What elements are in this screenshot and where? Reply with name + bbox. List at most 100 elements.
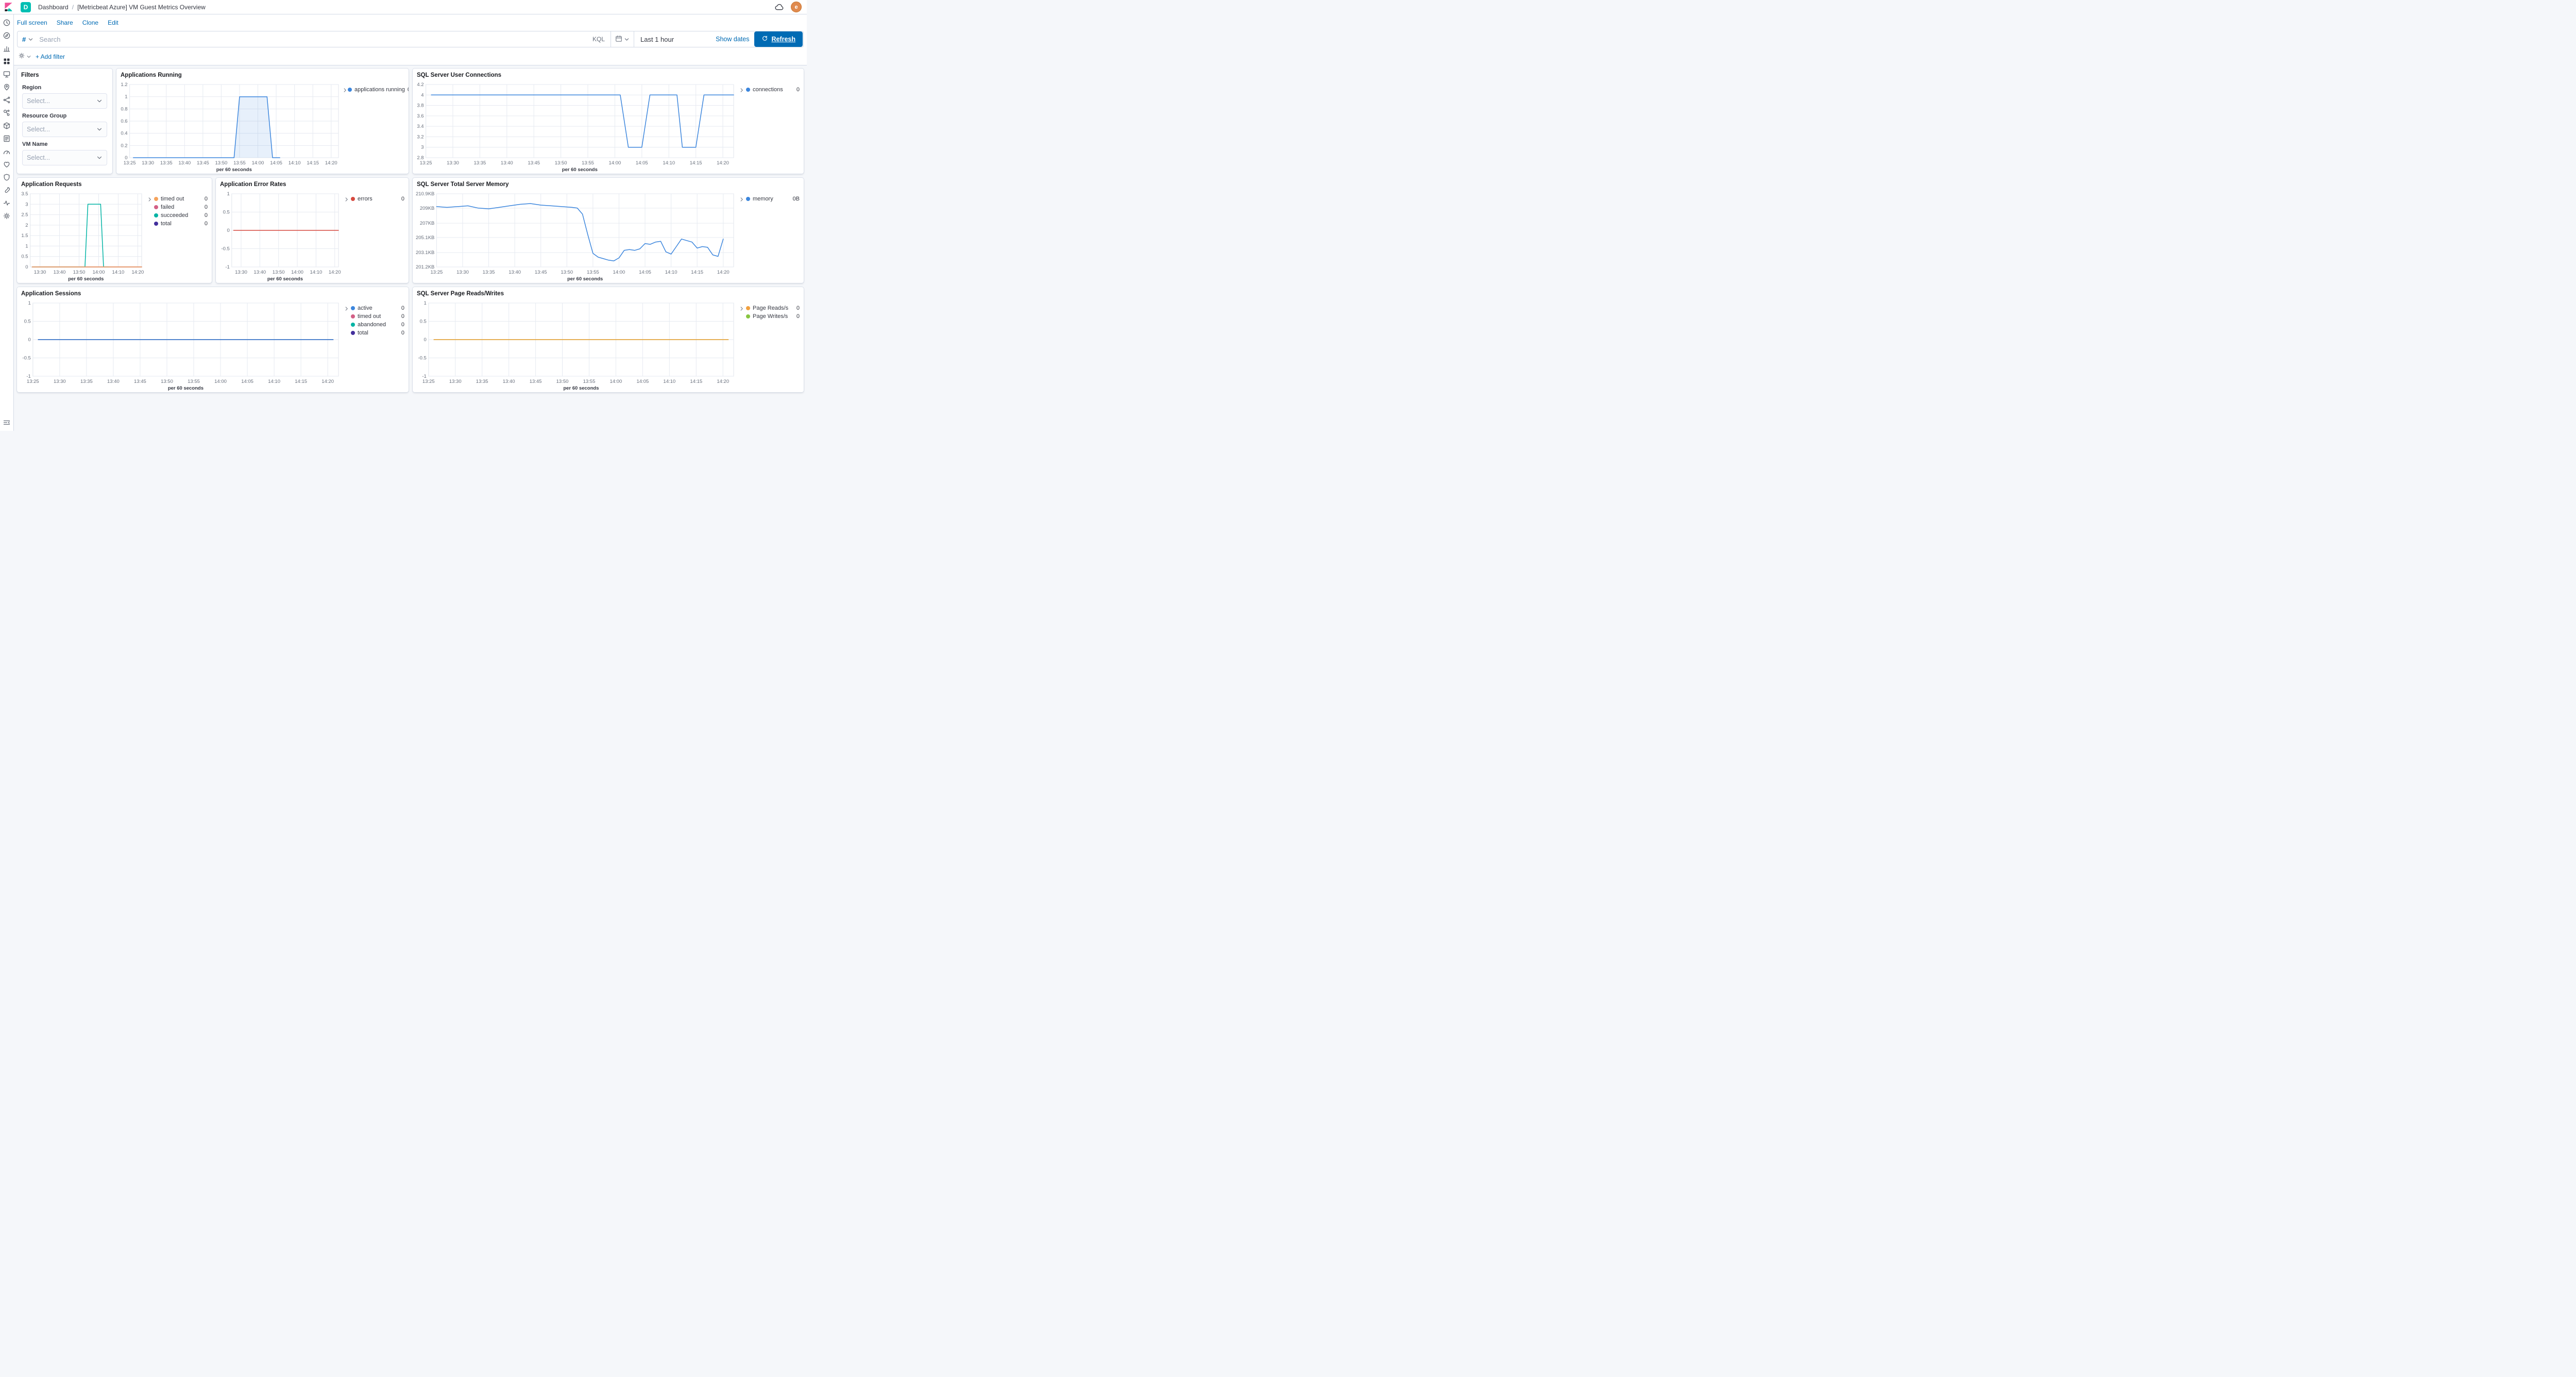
svg-text:14:00: 14:00: [610, 379, 622, 384]
svg-text:per 60 seconds: per 60 seconds: [68, 276, 104, 282]
legend-item[interactable]: total 0: [351, 329, 404, 337]
search-input[interactable]: [38, 35, 587, 44]
show-dates-link[interactable]: Show dates: [716, 36, 750, 43]
svg-text:210.9KB: 210.9KB: [416, 191, 434, 197]
svg-text:14:20: 14:20: [132, 270, 144, 275]
legend-item[interactable]: Page Writes/s 0: [746, 312, 800, 321]
svg-text:13:35: 13:35: [160, 160, 173, 166]
svg-text:13:50: 13:50: [215, 160, 228, 166]
legend-item[interactable]: connections 0: [746, 86, 800, 94]
stack-monitoring-icon[interactable]: [3, 199, 11, 207]
toolbar-link-share[interactable]: Share: [56, 19, 73, 26]
chart-sql-user-connections[interactable]: 13:25 13:30 13:35 13:40 13:45 13:50 13:55 14:00…: [413, 79, 738, 173]
legend-dot: [154, 213, 158, 217]
breadcrumb-dashboard[interactable]: Dashboard: [38, 3, 69, 11]
dev-tools-icon[interactable]: [3, 186, 11, 194]
maps-icon[interactable]: [3, 83, 11, 91]
panel-title: SQL Server User Connections: [417, 72, 502, 78]
filter-settings-button[interactable]: [18, 52, 31, 61]
legend-item[interactable]: abandoned 0: [351, 321, 404, 329]
chart-application-sessions[interactable]: 13:25 13:30 13:35 13:40 13:45 13:50 13:55 14:00…: [17, 298, 343, 392]
svg-text:14:00: 14:00: [93, 270, 105, 275]
logs-icon[interactable]: [3, 135, 11, 143]
svg-text:1: 1: [227, 191, 230, 197]
legend-toggle-icon[interactable]: [146, 195, 154, 204]
svg-text:per 60 seconds: per 60 seconds: [267, 276, 303, 282]
visualize-icon[interactable]: [3, 44, 11, 53]
legend-dot: [154, 197, 158, 201]
svg-text:3.8: 3.8: [417, 103, 423, 109]
legend-toggle-icon[interactable]: [738, 304, 746, 313]
svg-text:0: 0: [125, 155, 127, 161]
legend-item[interactable]: errors 0: [351, 195, 404, 203]
legend-toggle-icon[interactable]: [343, 195, 351, 204]
svg-text:1: 1: [125, 94, 127, 100]
svg-text:-0.5: -0.5: [418, 356, 426, 361]
legend-item[interactable]: total 0: [154, 220, 208, 228]
calendar-button[interactable]: [611, 31, 634, 47]
legend-item[interactable]: active 0: [351, 304, 404, 312]
legend-toggle-icon[interactable]: [343, 304, 351, 313]
legend-dot: [746, 306, 750, 310]
legend-toggle-icon[interactable]: [738, 195, 746, 204]
chart-sql-total-server-memory[interactable]: 13:25 13:30 13:35 13:40 13:45 13:50 13:55 14:00…: [413, 189, 738, 282]
uptime-icon[interactable]: [3, 160, 11, 169]
legend-toggle-icon[interactable]: [343, 86, 348, 94]
siem-icon[interactable]: [3, 173, 11, 181]
user-avatar[interactable]: e: [791, 2, 802, 12]
saved-query-hash: #: [22, 35, 26, 43]
machine-learning-icon[interactable]: [3, 96, 11, 104]
legend-item[interactable]: memory 0B: [746, 195, 800, 203]
panel-application-requests: Application Requests 13:30 13:40 13:50 14:0…: [17, 178, 212, 283]
toolbar-link-clone[interactable]: Clone: [82, 19, 99, 26]
legend-item[interactable]: failed 0: [154, 203, 208, 211]
recently-viewed-icon[interactable]: [3, 19, 11, 27]
collapse-menu-icon[interactable]: [3, 418, 11, 427]
svg-text:14:05: 14:05: [241, 379, 253, 384]
query-language-toggle[interactable]: KQL: [592, 36, 605, 43]
chart-sql-page-reads-writes[interactable]: 13:25 13:30 13:35 13:40 13:45 13:50 13:55 14:00…: [413, 298, 738, 392]
chart-applications-running[interactable]: 13:25 13:30 13:35 13:40 13:45 13:50 13:55 14:00…: [116, 79, 343, 173]
legend: Page Reads/s 0 Page Writes/s 0: [746, 304, 804, 392]
svg-text:13:40: 13:40: [54, 270, 66, 275]
time-range-label[interactable]: Last 1 hour: [640, 35, 674, 43]
dashboard-icon[interactable]: [3, 57, 11, 65]
saved-query-menu-button[interactable]: #: [18, 31, 38, 47]
svg-text:3.2: 3.2: [417, 134, 423, 140]
infrastructure-icon[interactable]: [3, 122, 11, 130]
legend-item[interactable]: Page Reads/s 0: [746, 304, 800, 312]
apm-icon[interactable]: [3, 147, 11, 156]
legend-toggle-icon[interactable]: [738, 86, 746, 94]
discover-icon[interactable]: [3, 31, 11, 40]
add-filter-link[interactable]: + Add filter: [36, 53, 65, 60]
vm-name-select[interactable]: Select...: [22, 150, 107, 165]
kibana-logo-icon[interactable]: [3, 2, 13, 12]
graph-icon[interactable]: [3, 109, 11, 117]
svg-text:0: 0: [227, 228, 230, 233]
svg-text:2: 2: [25, 223, 28, 228]
resource-group-select[interactable]: Select...: [22, 122, 107, 137]
header-actions: e: [774, 2, 802, 12]
region-select[interactable]: Select...: [22, 93, 107, 109]
toolbar-link-full-screen[interactable]: Full screen: [17, 19, 47, 26]
refresh-button[interactable]: Refresh: [754, 31, 803, 47]
chart-application-error-rates[interactable]: 13:30 13:40 13:50 14:00 14:10 14:20 -1 -0.5 0 0.5…: [216, 189, 343, 282]
space-switcher[interactable]: D: [21, 2, 31, 12]
svg-text:13:55: 13:55: [582, 160, 594, 166]
svg-text:14:10: 14:10: [289, 160, 301, 166]
deployment-cloud-icon[interactable]: [774, 3, 784, 12]
query-input-group: # KQL: [18, 31, 611, 47]
filter-controls: Region Select... Resource Group Select... VM…: [17, 79, 112, 166]
toolbar-link-edit[interactable]: Edit: [108, 19, 118, 26]
legend-item[interactable]: timed out 0: [351, 312, 404, 321]
svg-text:13:25: 13:25: [27, 379, 39, 384]
canvas-icon[interactable]: [3, 70, 11, 78]
filter-bar: + Add filter: [17, 47, 804, 61]
legend-item[interactable]: timed out 0: [154, 195, 208, 203]
chart-application-requests[interactable]: 13:30 13:40 13:50 14:00 14:10 14:20 0 0.5 1 1.5 2 2…: [17, 189, 146, 282]
management-icon[interactable]: [3, 212, 11, 220]
refresh-icon: [761, 35, 768, 43]
resource-group-control: Resource Group Select...: [22, 113, 107, 137]
legend-item[interactable]: succeeded 0: [154, 211, 208, 220]
legend-item[interactable]: applications running0: [348, 86, 409, 94]
